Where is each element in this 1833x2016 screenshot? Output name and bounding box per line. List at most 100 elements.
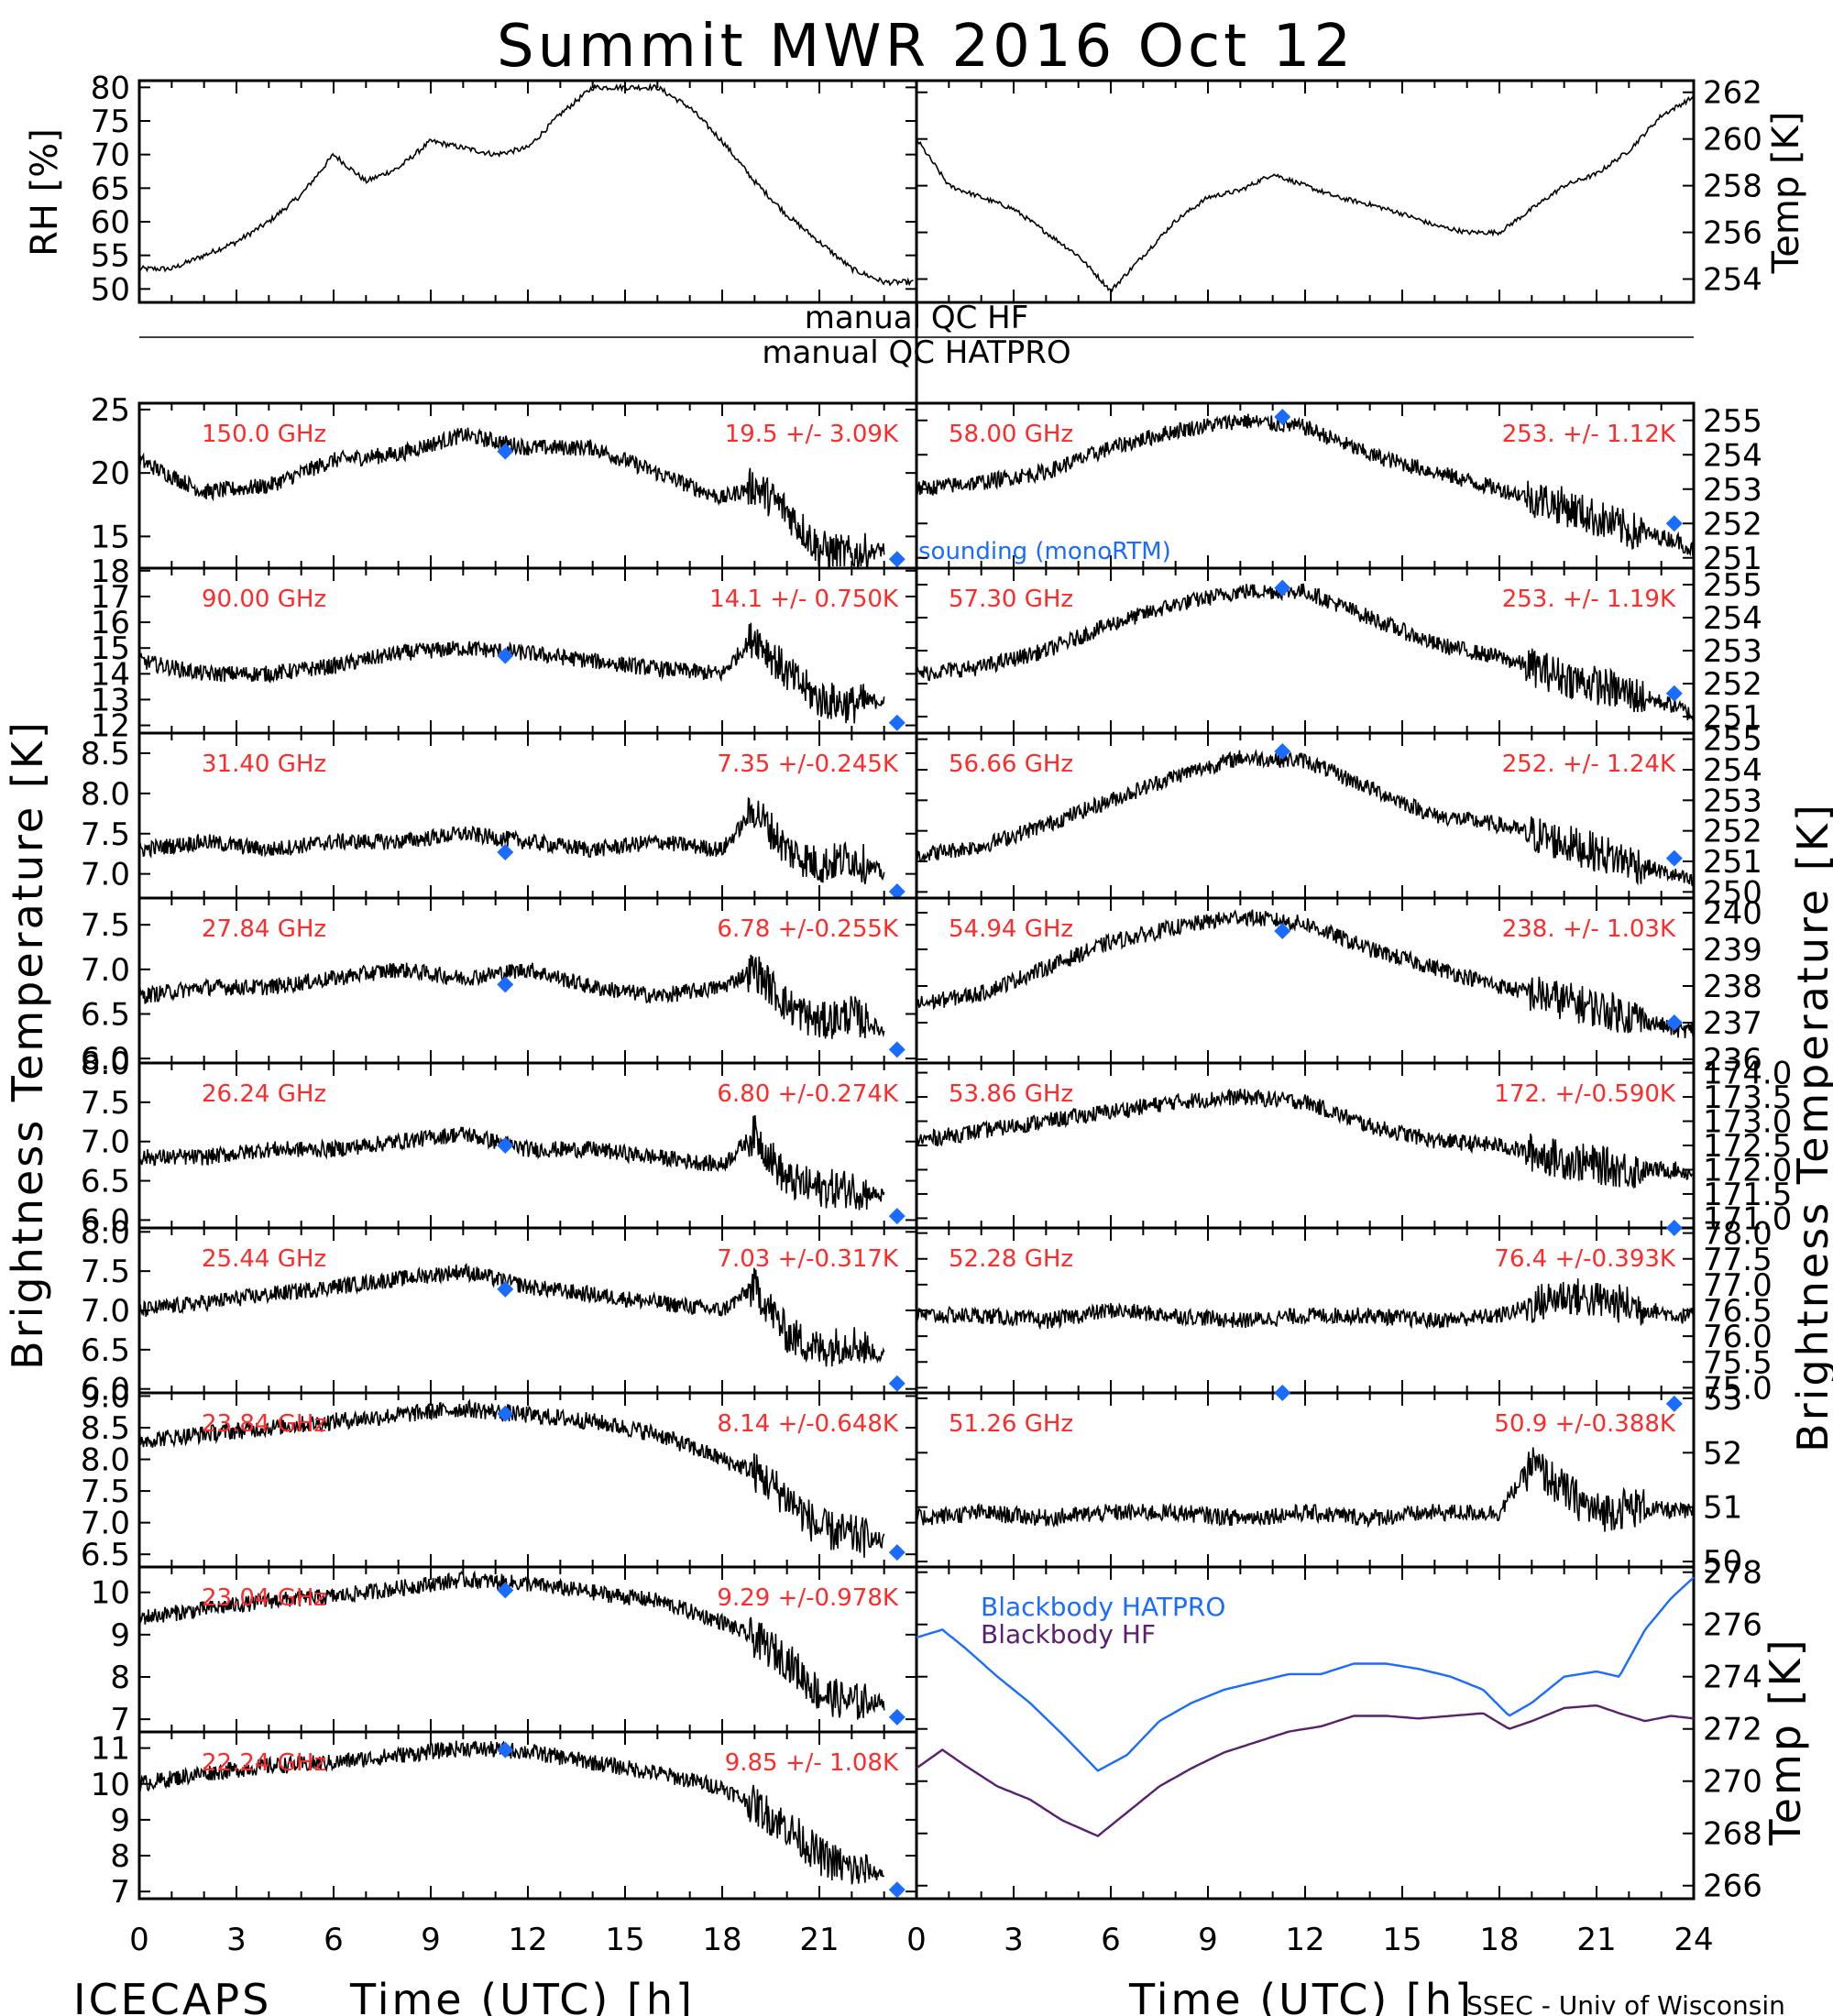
y-tick-label: 51 — [1703, 1490, 1742, 1527]
y-tick-label: 255 — [1703, 567, 1762, 604]
ch5800-data-series — [916, 413, 1695, 557]
y-tick-label: 8.5 — [81, 1410, 130, 1447]
y-tick-label: 9 — [110, 1617, 130, 1654]
y-tick-label: 76.5 — [1703, 1293, 1773, 1330]
y-tick-label: 251 — [1703, 844, 1762, 881]
sounding-point — [1274, 923, 1291, 939]
x-tick-label: 15 — [605, 1922, 644, 1958]
y-tick-label: 272 — [1703, 1712, 1762, 1748]
ch2384-data-series — [138, 1398, 885, 1558]
y-tick-label: 270 — [1703, 1764, 1762, 1801]
sounding-point — [497, 1280, 514, 1298]
ch5228-channel-label: 52.28 GHz — [949, 1245, 1073, 1273]
y-tick-label: 8.0 — [81, 776, 130, 813]
ch3140-channel-label: 31.40 GHz — [202, 751, 326, 778]
x-tick-label: 0 — [129, 1922, 149, 1958]
y-tick-label: 8.5 — [81, 736, 130, 772]
y-tick-label: 10 — [91, 1767, 130, 1803]
right-ylabel: Brightness Temperature [K] — [1788, 802, 1833, 1452]
sounding-point — [497, 1405, 514, 1422]
y-tick-label: 76.0 — [1703, 1319, 1773, 1355]
ch5386-channel-label: 53.86 GHz — [949, 1080, 1073, 1108]
x-tick-label: 3 — [226, 1922, 247, 1958]
y-tick-label: 266 — [1703, 1868, 1762, 1905]
x-tick-label: 6 — [324, 1922, 344, 1958]
y-tick-label: 274 — [1703, 1660, 1762, 1696]
sounding-point — [1665, 515, 1683, 532]
y-tick-label: 172.0 — [1703, 1152, 1792, 1189]
y-tick-label: 9 — [110, 1802, 130, 1839]
y-tick-label: 253 — [1703, 472, 1762, 509]
x-tick-label: 21 — [1576, 1922, 1616, 1958]
y-tick-label: 256 — [1703, 215, 1762, 252]
sounding-point — [1274, 409, 1291, 425]
sounding-point — [888, 1708, 906, 1726]
ch5386-data-series — [916, 1088, 1695, 1189]
ch2304-stat-label: 9.29 +/-0.978K — [717, 1584, 899, 1612]
sounding-point — [497, 647, 514, 664]
y-tick-label: 172.5 — [1703, 1128, 1792, 1165]
sounding-point — [497, 1582, 514, 1599]
ch5730-channel-label: 57.30 GHz — [949, 586, 1073, 613]
ch90-stat-label: 14.1 +/- 0.750K — [709, 586, 899, 613]
sounding-point — [888, 1544, 906, 1561]
ch3140-panel: 7.0 7.58.0 8.5 31.40 GHz 7.35 +/-0.245K — [81, 731, 918, 900]
y-tick-label: 8 — [110, 1838, 130, 1875]
ch5666-stat-label: 252. +/- 1.24K — [1502, 751, 1676, 778]
y-tick-label: 171.5 — [1703, 1177, 1792, 1213]
ch90-data-series — [138, 622, 885, 724]
bb-legend-entry: Blackbody HF — [981, 1619, 1156, 1649]
temp-frame — [915, 79, 1696, 304]
sounding-point — [1665, 1220, 1683, 1236]
ch2224-stat-label: 9.85 +/- 1.08K — [725, 1749, 899, 1777]
y-tick-label: 7.0 — [81, 1506, 130, 1542]
y-tick-label: 252 — [1703, 666, 1762, 703]
temp-axis-label: Temp [K] — [1765, 112, 1807, 275]
y-tick-label: 75.0 — [1703, 1370, 1773, 1407]
ch2384-stat-label: 8.14 +/-0.648K — [717, 1410, 899, 1438]
sounding-point — [888, 1041, 906, 1058]
sounding-point — [888, 1208, 906, 1225]
sounding-legend-label: sounding (monoRTM) — [918, 538, 1171, 565]
ch2544-panel: 6.06.57.07.58.0 25.44 GHz 7.03 +/-0.317K — [81, 1214, 918, 1408]
y-tick-label: 276 — [1703, 1607, 1762, 1644]
y-tick-label: 12 — [91, 708, 130, 745]
y-tick-label: 240 — [1703, 895, 1762, 932]
ch5126-stat-label: 50.9 +/-0.388K — [1494, 1410, 1676, 1438]
y-tick-label: 254 — [1703, 752, 1762, 789]
ch2624-channel-label: 26.24 GHz — [202, 1080, 326, 1108]
y-tick-label: 50 — [1703, 1544, 1742, 1581]
ch5126-panel: 50 51 52 53 51.26 GHz 50.9 +/-0.388K — [915, 1381, 1742, 1581]
ch2304-panel: 7 8 9 10 23.04 GHz 9.29 +/-0.978K — [91, 1565, 918, 1738]
y-tick-label: 253 — [1703, 633, 1762, 670]
ch5666-channel-label: 56.66 GHz — [949, 751, 1073, 778]
x-tick-label: 9 — [1198, 1922, 1218, 1958]
y-tick-label: 253 — [1703, 783, 1762, 819]
y-tick-label: 278 — [1703, 1555, 1762, 1592]
ch2784-stat-label: 6.78 +/-0.255K — [717, 915, 899, 943]
x-tick-label: 12 — [508, 1922, 547, 1958]
y-tick-label: 251 — [1703, 541, 1762, 577]
y-tick-label: 80 — [91, 70, 130, 106]
rh-axis-label: RH [%] — [24, 128, 66, 257]
y-tick-label: 55 — [91, 238, 130, 275]
y-tick-label: 258 — [1703, 169, 1762, 205]
y-tick-label: 52 — [1703, 1435, 1742, 1472]
y-tick-label: 252 — [1703, 814, 1762, 850]
y-tick-label: 7.5 — [81, 907, 130, 944]
footer-left: ICECAPS — [73, 1975, 271, 2016]
figure-title: Summit MWR 2016 Oct 12 — [497, 13, 1355, 81]
ch5126-channel-label: 51.26 GHz — [949, 1410, 1073, 1438]
ch3140-data-series — [138, 796, 885, 884]
ch5730-stat-label: 253. +/- 1.19K — [1502, 586, 1676, 613]
y-tick-label: 6.5 — [81, 1164, 130, 1200]
ch150-stat-label: 19.5 +/- 3.09K — [725, 421, 899, 448]
